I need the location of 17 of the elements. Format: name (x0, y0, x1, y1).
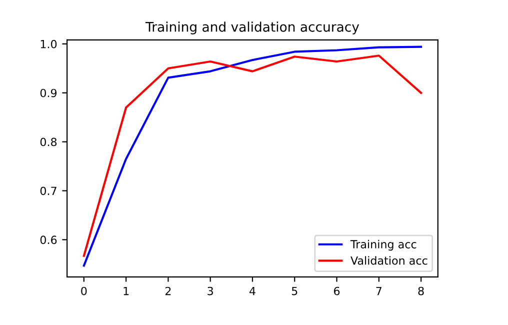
chart-title: Training and validation accuracy (145, 22, 360, 34)
x-tick-label: 4 (249, 286, 256, 296)
x-tick-label: 7 (376, 286, 382, 296)
x-tick-label: 3 (208, 286, 213, 296)
x-tick-label: 8 (418, 286, 424, 296)
y-tick-label: 1.0 (40, 40, 57, 48)
x-tick-label: 1 (124, 286, 129, 296)
y-tick-label: 0.8 (40, 138, 57, 146)
y-tick-label: 0.9 (40, 88, 57, 98)
legend-label: Training acc (350, 240, 416, 251)
y-tick-label: 0.7 (40, 186, 56, 196)
legend-label: Validation acc (350, 256, 428, 265)
x-tick-label: 6 (334, 286, 340, 296)
x-tick-label: 2 (165, 286, 171, 296)
y-tick-label: 0.6 (40, 236, 57, 244)
x-tick-label: 5 (292, 286, 298, 296)
x-tick-label: 0 (81, 286, 87, 296)
